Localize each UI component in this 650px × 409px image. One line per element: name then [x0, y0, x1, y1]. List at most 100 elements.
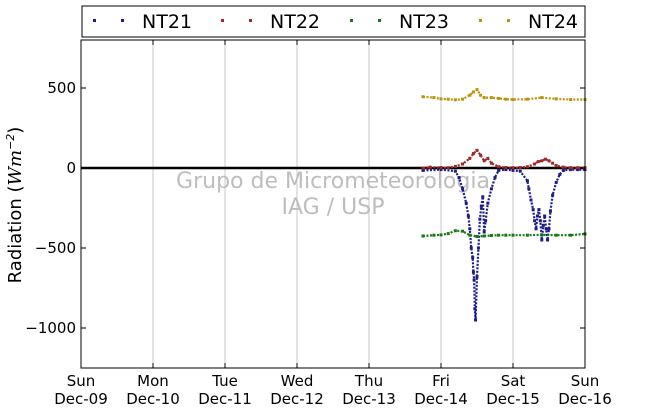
data-point [471, 270, 475, 274]
series-trace [422, 88, 585, 101]
data-point [489, 96, 493, 100]
legend-label: NT23 [399, 11, 449, 33]
data-point [457, 176, 461, 180]
series-layer [421, 88, 587, 322]
data-point [482, 159, 486, 163]
tick-labels: SunDec-09MonDec-10TueDec-11WedDec-12ThuD… [25, 79, 612, 408]
data-point [546, 238, 550, 242]
x-tick-label-date: Dec-09 [54, 390, 108, 408]
data-point [478, 217, 482, 221]
data-point [525, 97, 529, 101]
legend-entry-nt24: NT24 [479, 11, 578, 33]
data-point [541, 224, 545, 228]
x-tick-label-date: Dec-14 [414, 390, 468, 408]
data-point [421, 168, 425, 172]
data-point [475, 88, 479, 92]
data-point [484, 219, 488, 223]
data-point [569, 233, 573, 237]
data-point [479, 93, 483, 97]
data-point [547, 159, 551, 163]
legend-marker [479, 19, 482, 22]
legend-label: NT24 [528, 11, 578, 33]
x-tick-label-day: Sat [501, 372, 526, 390]
data-point [569, 168, 573, 172]
data-point [540, 96, 544, 100]
gridlines [152, 40, 514, 368]
data-point [471, 90, 475, 94]
data-point [486, 201, 490, 205]
data-point [511, 166, 515, 170]
data-point [453, 169, 457, 173]
data-point [569, 98, 573, 102]
data-point [432, 233, 436, 237]
data-point [529, 198, 533, 202]
data-point [453, 229, 457, 233]
x-tick-label-date: Dec-11 [198, 390, 252, 408]
data-point [468, 227, 472, 231]
data-point [547, 227, 551, 231]
legend-marker [249, 19, 252, 22]
data-point [489, 187, 493, 191]
series-nt24 [421, 88, 587, 102]
data-point [533, 219, 537, 223]
data-point [518, 169, 522, 173]
data-point [554, 164, 558, 168]
data-point [497, 96, 501, 100]
data-point [461, 187, 465, 191]
data-point [543, 157, 547, 161]
data-point [468, 93, 472, 97]
data-point [475, 275, 479, 279]
data-point [482, 96, 486, 100]
data-point [421, 234, 425, 238]
x-tick-label-date: Dec-12 [270, 390, 324, 408]
data-point [479, 204, 483, 208]
legend-marker [121, 19, 124, 22]
legend-marker [221, 19, 224, 22]
x-tick-label-day: Tue [211, 372, 238, 390]
x-tick-label-day: Thu [354, 372, 383, 390]
data-point [481, 195, 485, 199]
data-point [558, 172, 562, 176]
data-point [461, 162, 465, 166]
y-tick-label: 500 [47, 79, 76, 97]
data-point [535, 214, 539, 218]
data-point [576, 168, 580, 172]
data-point [540, 238, 544, 242]
y-tick-label: −1000 [25, 319, 76, 337]
data-point [497, 165, 501, 169]
data-point [466, 214, 470, 218]
series-nt23 [421, 229, 587, 238]
data-point [525, 233, 529, 237]
data-point [482, 230, 486, 234]
data-point [489, 234, 493, 238]
data-point [446, 97, 450, 101]
x-tick-label-date: Dec-10 [126, 390, 180, 408]
data-point [497, 168, 501, 172]
data-point [511, 168, 515, 172]
legend-entry-nt21: NT21 [93, 11, 192, 33]
data-point [537, 208, 541, 212]
legend-frame [81, 5, 586, 38]
data-point [504, 233, 508, 237]
watermark-line-2: IAG / USP [282, 195, 385, 220]
watermark-line-1: Grupo de Micrometeorologia [176, 169, 490, 194]
data-point [540, 159, 544, 163]
data-point [554, 180, 558, 184]
legend-label: NT22 [270, 11, 320, 33]
legend-marker [378, 19, 381, 22]
data-point [531, 208, 535, 212]
data-point [473, 307, 477, 311]
x-tick-label-date: Dec-16 [558, 390, 612, 408]
legend-marker [93, 19, 96, 22]
data-point [497, 233, 501, 237]
data-point [525, 179, 529, 183]
data-point [439, 233, 443, 237]
data-point [475, 148, 479, 152]
legend-label: NT21 [142, 11, 192, 33]
series-nt22 [421, 148, 587, 170]
watermark: Grupo de Micrometeorologia IAG / USP [176, 169, 490, 220]
x-tick-label-day: Mon [137, 372, 169, 390]
y-tick-label: 0 [66, 159, 76, 177]
data-point [538, 219, 542, 223]
